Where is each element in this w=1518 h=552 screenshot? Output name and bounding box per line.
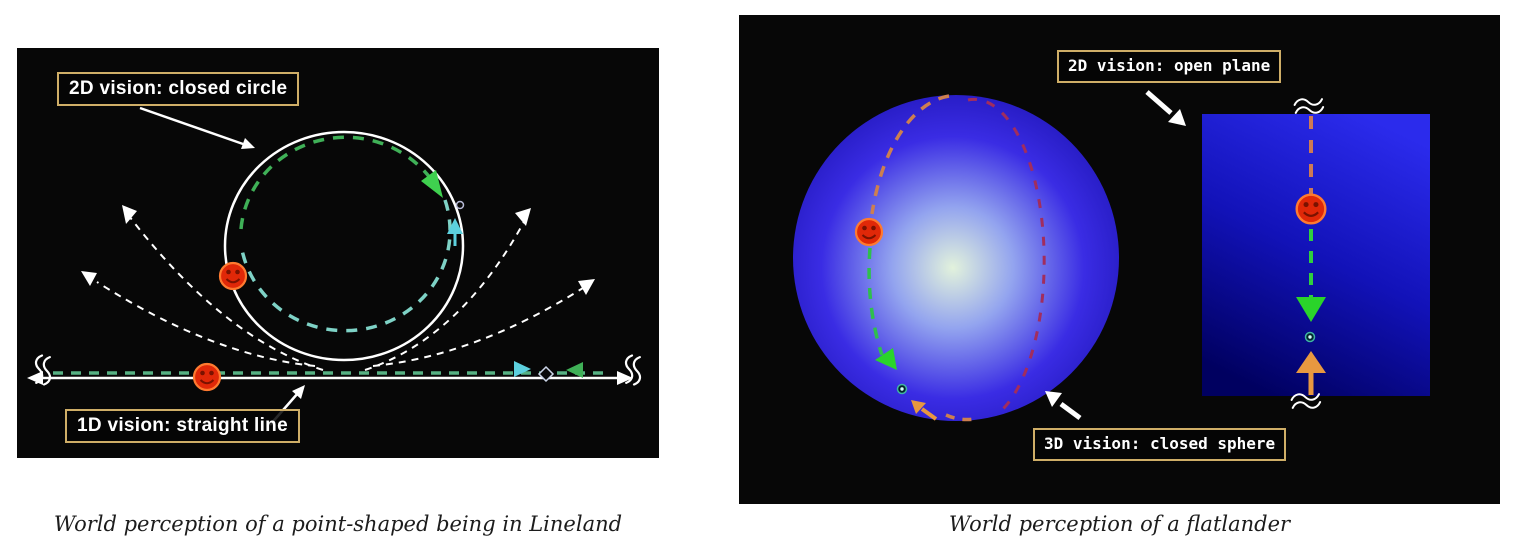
callout-arrow-icon [1045, 391, 1082, 421]
closed-circle-outline [223, 130, 465, 362]
smiley-being-icon [1295, 193, 1327, 225]
light-ray-green-dashed-arc [239, 135, 439, 230]
orange-up-arrow-icon [1296, 351, 1326, 395]
lineland-diagram [27, 106, 646, 426]
open-plane [1202, 114, 1430, 396]
point-object-center [1308, 335, 1312, 339]
closed-sphere [793, 95, 1119, 421]
label-2d-vision-closed-circle: 2D vision: closed circle [57, 72, 300, 106]
great-circle-front-bottom-arc [945, 413, 975, 422]
callout-arrow-icon [1145, 90, 1186, 126]
smiley-being-icon [218, 261, 248, 291]
orange-direction-arrow-icon [911, 400, 938, 421]
great-circle-front-orange-arc [870, 94, 950, 215]
world-break-squiggle-icon [1292, 95, 1325, 117]
cyan-right-arrow-icon [514, 361, 531, 377]
cyan-up-arrow-icon [447, 218, 463, 246]
label-1d-vision-straight-line: 1D vision: straight line [65, 409, 300, 443]
flatland-caption: World perception of a flatlander [948, 512, 1291, 536]
point-object-center [900, 387, 904, 391]
callout-arrow-icon [139, 106, 255, 149]
lineland-caption: World perception of a point-shaped being… [53, 512, 623, 536]
green-left-arrow-icon [566, 362, 583, 378]
point-object-marker [455, 200, 465, 210]
label-2d-vision-open-plane: 2D vision: open plane [1057, 50, 1282, 83]
smiley-being-icon [192, 362, 222, 392]
flatland-figure-panel: 2D vision: open plane 3D vision: closed … [739, 15, 1500, 504]
escaping-light-arrowheads [81, 205, 595, 295]
escaping-light-dashed-curves [96, 215, 584, 371]
lineland-figure-panel: 2D vision: closed circle 1D vision: stra… [17, 48, 659, 458]
light-ray-cyan-dashed-arc [239, 199, 452, 333]
smiley-being-icon [854, 217, 884, 247]
green-direction-arrow-icon [875, 348, 897, 370]
green-direction-arrow-icon [421, 170, 443, 198]
flatland-diagram [793, 90, 1430, 422]
great-circle-back-dashed-arc [967, 97, 1046, 413]
point-object-marker [537, 365, 555, 383]
label-3d-vision-closed-sphere: 3D vision: closed sphere [1033, 428, 1287, 461]
line-right-arrowhead-icon [617, 371, 633, 385]
green-down-arrow-icon [1296, 297, 1326, 322]
